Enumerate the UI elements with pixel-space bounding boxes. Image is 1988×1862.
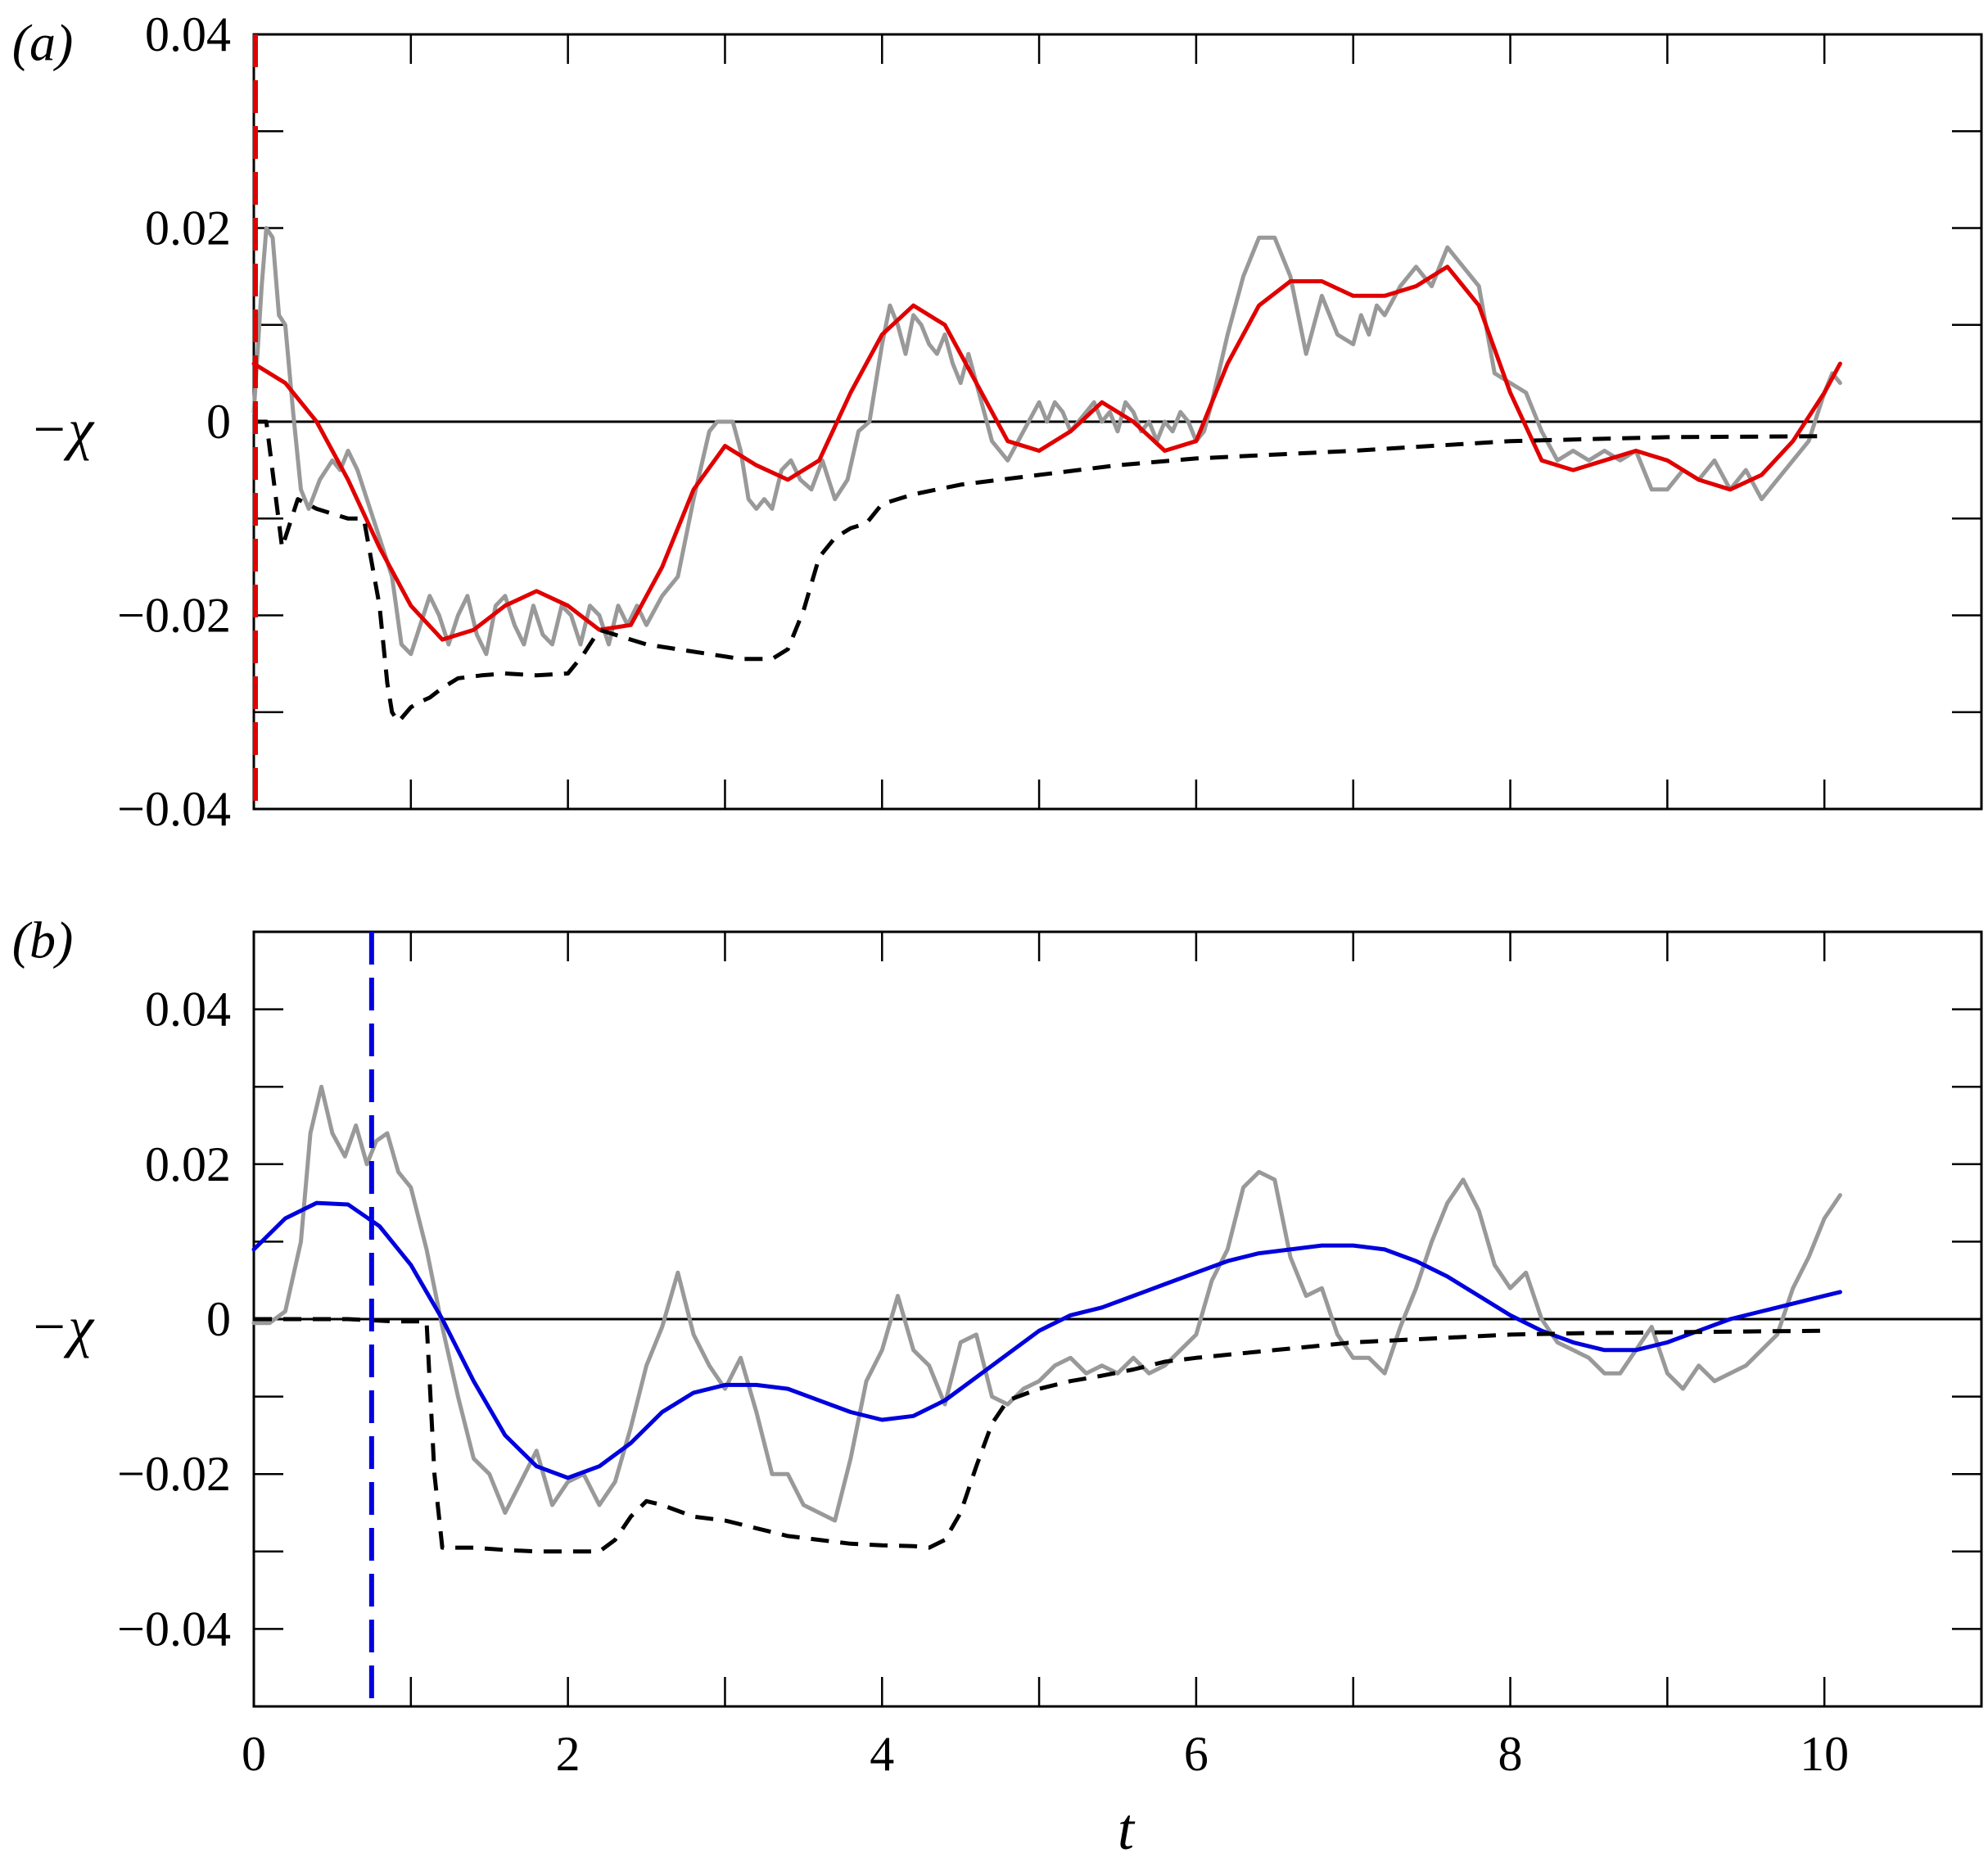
- y-tick-label: 0.02: [145, 201, 231, 255]
- y-axis-label: −χ: [29, 399, 95, 462]
- x-tick-label: 4: [870, 1727, 894, 1781]
- y-tick-label: 0: [206, 395, 231, 449]
- y-axis-label: −χ: [29, 1296, 95, 1359]
- grey-series-line: [251, 1084, 1842, 1523]
- x-tick-label: 2: [556, 1727, 581, 1781]
- y-tick-label: −0.04: [117, 782, 231, 836]
- y-tick-label: 0: [206, 1292, 231, 1346]
- y-tick-label: 0.04: [145, 983, 231, 1037]
- chart-panel-a: −0.04 −0.02 0 0.02 0.04 (a) −χ: [12, 7, 1983, 836]
- x-tick-label: 0: [242, 1727, 266, 1781]
- dashed-black-series-line: [254, 1317, 1825, 1554]
- x-tick-label: 8: [1498, 1727, 1523, 1781]
- x-tick-label: 6: [1184, 1727, 1209, 1781]
- x-tick-label: 10: [1800, 1727, 1849, 1781]
- y-tick-label: 0.02: [145, 1137, 231, 1191]
- y-tick-label: −0.02: [117, 1447, 231, 1501]
- red-series-line: [251, 264, 1842, 642]
- y-tick-label: −0.04: [117, 1602, 231, 1656]
- blue-series-line: [251, 1200, 1842, 1480]
- grey-series-line: [251, 226, 1842, 657]
- y-tick-label: 0.04: [145, 7, 231, 61]
- x-axis-label: t: [1118, 1796, 1136, 1862]
- chart-panel-b: −0.04 −0.02 0 0.02 0.04 0 2 4 6 8 10 (b) −χ t: [12, 911, 1983, 1862]
- panel-tag: (b): [12, 911, 74, 969]
- dashed-black-series-line: [254, 419, 1825, 725]
- panel-tag: (a): [12, 14, 74, 72]
- y-tick-label: −0.02: [117, 589, 231, 643]
